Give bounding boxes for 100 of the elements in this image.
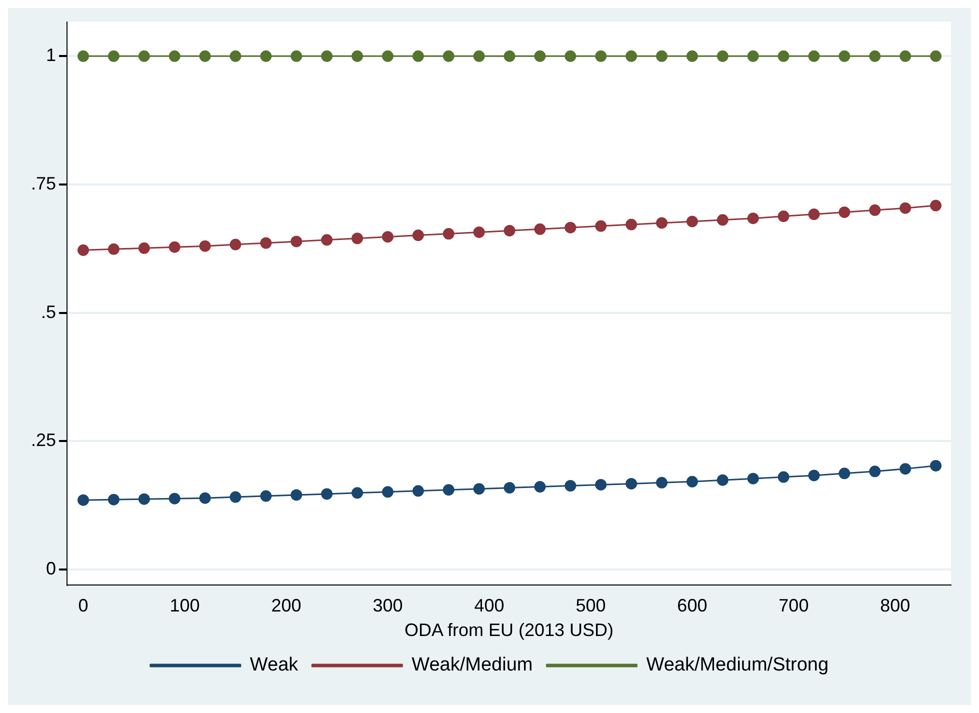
point [290,50,302,62]
x-tick-label: 200 [271,596,302,616]
point [808,50,820,62]
y-tick-label: .5 [41,302,56,322]
point [199,240,211,252]
point [168,241,180,253]
point [78,494,90,506]
point [534,223,546,235]
point [778,50,790,62]
point [778,471,790,483]
x-tick-label: 500 [576,596,606,616]
point [412,50,424,62]
point [564,480,576,492]
point [260,50,272,62]
point [412,485,424,497]
point [595,220,607,232]
point [747,212,759,224]
x-tick-label: 300 [372,596,403,616]
point [504,224,516,236]
point [656,217,668,229]
x-tick-label: 0 [78,596,88,616]
point [442,484,454,496]
legend-label: Weak/Medium [412,654,533,676]
point [138,493,150,505]
point [352,487,364,499]
x-tick-label: 400 [474,596,504,616]
point [595,478,607,490]
point [442,50,454,62]
point [564,222,576,234]
point [108,50,120,62]
point [168,492,180,504]
point [352,50,364,62]
point [382,50,394,62]
point [564,50,576,62]
point [382,486,394,498]
point [900,50,912,62]
point [930,460,942,472]
point [747,472,759,484]
point [716,50,728,62]
point [534,481,546,493]
point [108,243,120,255]
point [108,494,120,506]
legend-label: Weak [250,654,299,676]
point [838,50,850,62]
point [473,483,485,495]
y-tick-label: 1 [46,45,56,66]
point [321,488,333,500]
point [838,206,850,218]
point [504,482,516,494]
point [504,50,516,62]
point [138,242,150,254]
point [290,489,302,501]
point [260,490,272,502]
x-axis-title: ODA from EU (2013 USD) [404,620,614,640]
x-tick-label: 600 [677,596,708,616]
point [626,50,638,62]
point [352,232,364,244]
point [930,200,942,212]
point [900,463,912,475]
point [747,50,759,62]
point [838,468,850,480]
point [290,236,302,248]
point [716,474,728,486]
y-tick-label: .75 [30,173,56,194]
x-tick-label: 700 [778,596,809,616]
point [473,50,485,62]
point [869,50,881,62]
point [230,491,242,503]
point [778,210,790,222]
point [716,214,728,226]
point [230,238,242,250]
y-tick-label: 0 [46,558,56,578]
point [686,216,698,228]
point [656,476,668,488]
point [321,234,333,246]
point [138,50,150,62]
point [626,478,638,490]
point [473,226,485,238]
point [900,202,912,214]
point [199,50,211,62]
point [412,230,424,242]
point [626,218,638,230]
x-tick-label: 800 [880,596,910,616]
point [869,204,881,216]
point [808,208,820,220]
point [534,50,546,62]
point [442,228,454,240]
point [382,231,394,243]
point [321,50,333,62]
point [930,50,942,62]
x-tick-label: 100 [170,596,200,616]
point [656,50,668,62]
point [199,492,211,504]
point [869,466,881,478]
point [808,470,820,482]
point [168,50,180,62]
point [78,244,90,256]
point [686,476,698,488]
legend-label: Weak/Medium/Strong [646,654,829,676]
point [595,50,607,62]
